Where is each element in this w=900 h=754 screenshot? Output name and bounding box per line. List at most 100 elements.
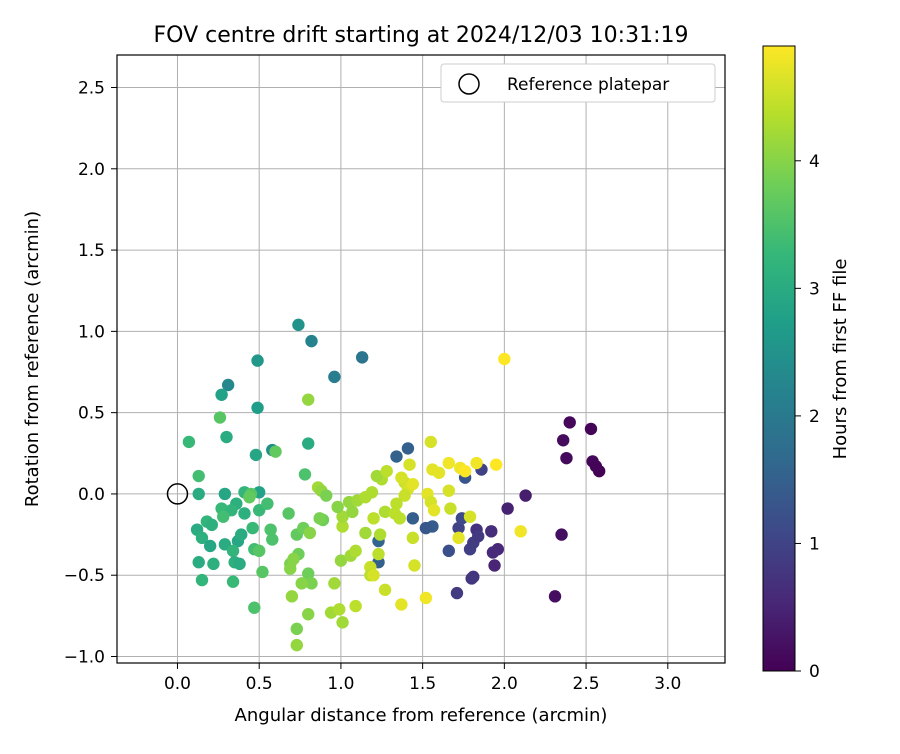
y-tick-label: 0.5 bbox=[78, 404, 105, 424]
data-point bbox=[305, 577, 318, 590]
data-point bbox=[419, 591, 433, 605]
data-point bbox=[346, 505, 359, 519]
data-point bbox=[331, 500, 344, 514]
data-point bbox=[486, 546, 500, 559]
data-point bbox=[349, 599, 362, 613]
data-point bbox=[292, 318, 305, 332]
data-point bbox=[282, 507, 295, 520]
data-point bbox=[336, 616, 349, 629]
legend: Reference platepar bbox=[440, 63, 716, 103]
data-point bbox=[298, 468, 312, 481]
data-point bbox=[367, 569, 380, 582]
data-point bbox=[442, 484, 455, 497]
y-tick-label: −1.0 bbox=[64, 647, 105, 667]
grid bbox=[117, 55, 725, 663]
data-point bbox=[472, 529, 485, 543]
data-point bbox=[217, 510, 230, 523]
data-point bbox=[424, 435, 438, 449]
data-point bbox=[235, 528, 248, 541]
data-point bbox=[256, 565, 269, 579]
data-point bbox=[408, 559, 421, 572]
y-tick-label: 2.5 bbox=[78, 79, 105, 99]
x-axis-ticks: 0.0 0.5 1.0 1.5 2.0 2.5 3.0 bbox=[164, 663, 681, 694]
data-point bbox=[489, 458, 503, 471]
data-point bbox=[302, 437, 315, 450]
data-point bbox=[249, 448, 263, 462]
plot-frame bbox=[116, 54, 726, 664]
x-tick-label: 0.5 bbox=[246, 674, 273, 694]
data-point bbox=[182, 435, 196, 449]
data-point bbox=[498, 352, 511, 366]
data-point bbox=[285, 590, 299, 603]
data-point bbox=[444, 502, 457, 515]
legend-box bbox=[440, 63, 716, 103]
data-point bbox=[302, 393, 315, 406]
y-tick-label: 1.5 bbox=[78, 241, 105, 261]
data-point bbox=[401, 442, 415, 455]
data-point bbox=[548, 590, 562, 603]
data-point bbox=[207, 557, 220, 571]
data-point bbox=[303, 526, 317, 540]
data-point bbox=[584, 422, 598, 436]
data-point bbox=[320, 489, 333, 502]
legend-label: Reference platepar bbox=[507, 75, 669, 95]
colorbar-tick-label: 0 bbox=[809, 662, 820, 682]
data-point bbox=[218, 487, 232, 501]
data-point bbox=[378, 583, 392, 597]
data-point bbox=[290, 638, 303, 652]
data-point bbox=[463, 510, 477, 523]
data-point bbox=[251, 401, 264, 414]
data-point bbox=[328, 577, 341, 590]
data-point bbox=[378, 505, 392, 519]
data-point bbox=[243, 490, 256, 504]
x-axis-label: Angular distance from reference (arcmin) bbox=[235, 705, 608, 726]
data-point bbox=[266, 533, 279, 546]
data-point bbox=[395, 471, 408, 484]
data-point bbox=[328, 370, 341, 384]
data-point bbox=[287, 552, 300, 566]
x-tick-label: 2.5 bbox=[573, 674, 600, 694]
data-point bbox=[302, 608, 315, 621]
data-point bbox=[450, 586, 464, 600]
colorbar-tick-label: 4 bbox=[809, 152, 820, 172]
chart-title: FOV centre drift starting at 2024/12/03 … bbox=[154, 23, 689, 48]
data-point bbox=[442, 544, 455, 558]
colorbar-gradient bbox=[762, 45, 796, 672]
data-point bbox=[393, 512, 406, 525]
colorbar-ticks: 0 1 2 3 4 bbox=[795, 152, 820, 682]
data-point bbox=[305, 334, 318, 348]
data-point bbox=[192, 469, 205, 483]
x-tick-label: 1.0 bbox=[327, 674, 354, 694]
data-point bbox=[233, 557, 246, 571]
data-point bbox=[238, 507, 251, 520]
data-point bbox=[514, 525, 527, 538]
data-point bbox=[367, 512, 380, 525]
data-point bbox=[465, 572, 478, 585]
x-tick-label: 1.5 bbox=[409, 674, 436, 694]
y-tick-label: −0.5 bbox=[64, 566, 105, 586]
y-axis-label: Rotation from reference (arcmin) bbox=[22, 211, 43, 507]
data-point bbox=[284, 562, 297, 575]
data-point bbox=[195, 573, 209, 587]
data-point bbox=[395, 598, 408, 611]
data-point bbox=[442, 456, 455, 470]
data-point bbox=[589, 460, 603, 473]
data-point bbox=[313, 512, 326, 525]
data-point bbox=[406, 477, 420, 491]
data-point bbox=[380, 464, 393, 478]
data-point bbox=[373, 528, 387, 541]
data-point bbox=[406, 512, 420, 525]
y-tick-label: 0.0 bbox=[78, 485, 105, 505]
data-point bbox=[406, 531, 420, 545]
colorbar: 0 1 2 3 4 Hours from first FF file bbox=[762, 45, 851, 682]
data-point bbox=[485, 525, 498, 538]
data-point bbox=[252, 544, 266, 558]
y-tick-label: 2.0 bbox=[78, 160, 105, 180]
data-point bbox=[295, 577, 308, 590]
data-point bbox=[555, 528, 568, 541]
data-point bbox=[220, 430, 233, 444]
data-point bbox=[302, 567, 315, 580]
data-point bbox=[398, 489, 411, 502]
data-point bbox=[359, 526, 372, 540]
